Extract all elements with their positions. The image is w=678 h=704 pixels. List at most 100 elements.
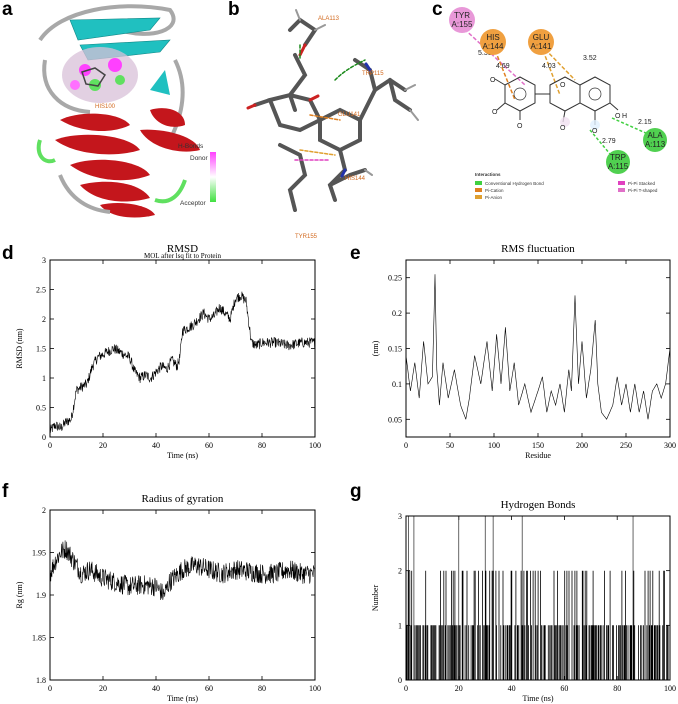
residue-disc-glu141-fill — [528, 29, 554, 55]
x-tick-label: 100 — [664, 684, 676, 693]
interaction-legend: Interactions Conventional Hydrogen Bond … — [475, 172, 658, 200]
residue-label-his144: HIS144 — [345, 176, 366, 182]
x-tick-label: 60 — [205, 441, 213, 450]
residue-disc-ala113-fill — [643, 128, 667, 152]
x-tick-label: 80 — [613, 684, 621, 693]
residue-id-glu: A:141 — [531, 42, 552, 51]
y-tick-label: 0 — [42, 433, 46, 442]
legend-swatch-pi-anion — [475, 195, 482, 199]
residue-name-trp: TRP — [610, 153, 626, 162]
x-tick-label: 20 — [99, 684, 107, 693]
y-axis-label: Rg (nm) — [15, 581, 24, 608]
atom-o-2: O — [492, 109, 498, 116]
y-tick-label: 0.25 — [388, 274, 402, 283]
y-tick-label: 3 — [398, 512, 402, 521]
x-axis-label: Time (ns) — [167, 694, 198, 703]
residue-disc-trp115: TRP A:115 — [606, 150, 630, 174]
y-tick-label: 2 — [398, 567, 402, 576]
x-axis-label: Residue — [525, 451, 551, 460]
y-tick-label: 2 — [42, 506, 46, 515]
panel-letter-d: d — [2, 243, 14, 264]
y-tick-label: 2 — [42, 315, 46, 324]
residue-disc-tyr155: TYR A:155 — [449, 7, 475, 33]
y-tick-label: 3 — [42, 256, 46, 265]
residue-id-trp: A:115 — [608, 162, 629, 171]
y-tick-label: 0.15 — [388, 345, 402, 354]
y-axis-label: (nm) — [371, 340, 380, 356]
chart-subtitle: MOL after lsq fit to Protein — [144, 252, 221, 260]
residue-disc-his144-fill — [480, 29, 506, 55]
residue-disc-glu141: GLU A:141 — [528, 29, 554, 55]
series-line — [49, 291, 316, 433]
x-tick-label: 300 — [664, 441, 676, 450]
residue-id-ala: A:113 — [645, 140, 666, 149]
atom-o-6: O — [615, 113, 621, 120]
x-tick-label: 80 — [258, 684, 266, 693]
distance-ala113: 2.15 — [638, 119, 652, 126]
x-tick-label: 40 — [152, 441, 160, 450]
panel-letter-e: e — [350, 243, 361, 264]
x-tick-label: 200 — [576, 441, 588, 450]
x-tick-label: 60 — [560, 684, 568, 693]
x-tick-label: 0 — [404, 441, 408, 450]
residue-name-ala: ALA — [647, 131, 663, 140]
y-tick-label: 1.9 — [36, 591, 46, 600]
panel-letter-g: g — [350, 481, 362, 502]
plot-frame — [49, 509, 316, 681]
radius-of-gyration-chart: 0 20 40 60 80 100 1.8 1.85 1.9 1.95 2 Time (ns) Rg (… — [15, 493, 321, 703]
x-tick-label: 0 — [404, 684, 408, 693]
x-axis-label: Time (ns) — [167, 451, 198, 460]
residue-label-tyr155: TYR155 — [295, 234, 318, 240]
y-tick-label: 0.2 — [392, 309, 402, 318]
legend-item-pi-anion: Pi-Anion — [485, 195, 503, 200]
rms-fluctuation-chart: 0 50 100 150 200 250 300 0.05 0.1 0.15 0.2 0.25 Resi… — [371, 244, 676, 460]
residue-label-ala113: ALA113 — [318, 16, 340, 22]
atom-o-ring: O — [560, 82, 566, 89]
y-tick-label: 2.5 — [36, 286, 46, 295]
x-tick-label: 100 — [309, 441, 321, 450]
legend-swatch-pipi-tshaped — [618, 188, 625, 192]
atom-h: H — [622, 113, 627, 120]
donor-label: Donor — [190, 155, 209, 162]
y-tick-label: 1.5 — [36, 345, 46, 354]
x-axis-label: Time (ns) — [522, 694, 553, 703]
x-tick-label: 150 — [532, 441, 544, 450]
panel-a-protein-ribbon: HIS100 — [36, 4, 200, 218]
residue-id-tyr: A:155 — [452, 20, 473, 29]
chart-title: RMSD — [167, 244, 198, 255]
hbond-colorbar: H-Bonds Donor Acceptor — [178, 143, 216, 207]
legend-swatch-hbond — [475, 181, 482, 185]
y-tick-label: 1.95 — [32, 549, 46, 558]
legend-item-pipi-stacked: Pi-Pi Stacked — [628, 181, 656, 186]
residue-disc-tyr155-fill — [449, 7, 475, 33]
legend-item-pi-cation: Pi-Cation — [485, 188, 504, 193]
y-tick-label: 1 — [42, 374, 46, 383]
panel-letter-a: a — [2, 0, 13, 20]
residue-name-glu: GLU — [533, 33, 550, 42]
x-tick-label: 100 — [309, 684, 321, 693]
x-tick-label: 80 — [258, 441, 266, 450]
atom-o-3: O — [517, 123, 523, 130]
residue-disc-trp115-fill — [606, 150, 630, 174]
chart-title: RMS fluctuation — [501, 244, 575, 255]
plot-frame — [49, 259, 316, 438]
y-tick-label: 0.05 — [388, 415, 402, 424]
series-line — [405, 274, 671, 420]
atom-o-1: O — [490, 77, 496, 84]
legend-item-pipi-tshaped: Pi-Pi T-shaped — [628, 188, 658, 193]
residue-id-his: A:144 — [483, 42, 504, 51]
atom-o-5: O — [592, 128, 598, 135]
y-axis-label: RMSD (nm) — [15, 328, 24, 369]
hbond-spikes — [406, 570, 669, 680]
y-tick-label: 0 — [398, 676, 402, 685]
series-line — [49, 540, 316, 601]
x-tick-label: 0 — [48, 684, 52, 693]
distance-tyr155: 5.38 — [478, 50, 492, 57]
x-tick-label: 0 — [48, 441, 52, 450]
residue-name-tyr: TYR — [454, 11, 470, 20]
x-tick-label: 100 — [488, 441, 500, 450]
y-axis-label: Number — [371, 585, 380, 612]
legend-item-hbond: Conventional Hydrogen Bond — [485, 181, 544, 186]
molecular-figures: HIS100 H-Bonds Donor Acceptor — [36, 4, 667, 240]
distance-glu141-b: 3.52 — [583, 55, 597, 62]
